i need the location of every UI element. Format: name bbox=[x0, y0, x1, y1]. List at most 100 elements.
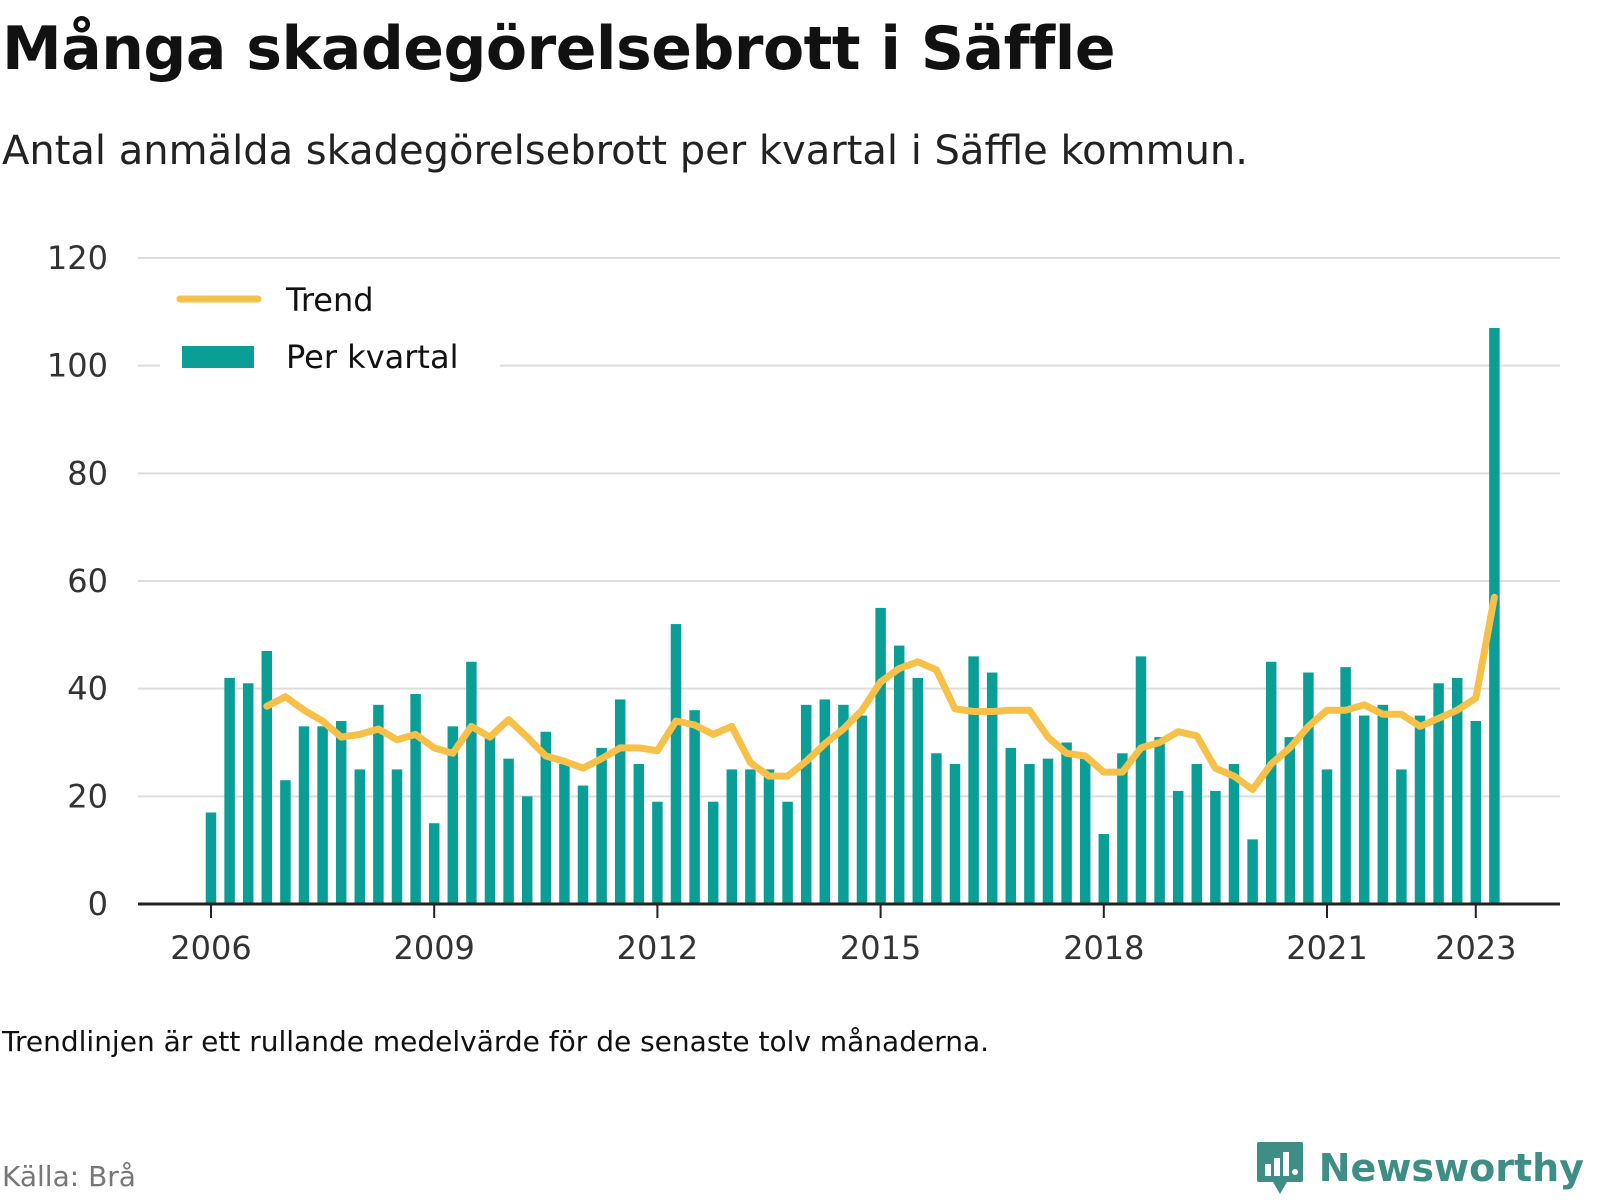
bar bbox=[1172, 790, 1184, 904]
bar bbox=[707, 801, 719, 904]
bar bbox=[949, 764, 961, 904]
bar bbox=[1433, 683, 1444, 904]
bar bbox=[317, 726, 328, 904]
x-tick-label: 2023 bbox=[1435, 929, 1516, 967]
bar bbox=[856, 715, 868, 904]
bar bbox=[1135, 656, 1147, 904]
bar bbox=[1061, 742, 1072, 904]
y-tick-label: 20 bbox=[67, 777, 108, 815]
bar bbox=[1191, 764, 1203, 904]
bar bbox=[875, 607, 886, 904]
y-tick-label: 100 bbox=[47, 347, 108, 385]
chart-subtitle: Antal anmälda skadegörelsebrott per kvar… bbox=[2, 128, 1248, 174]
bar bbox=[484, 737, 496, 904]
chart-area: 0 20 40 60 80 100 120 2006 2009 2012 2015 2018 2021… bbox=[47, 239, 1560, 967]
bar bbox=[633, 764, 645, 904]
bar bbox=[745, 769, 756, 904]
bar bbox=[447, 726, 459, 904]
bar bbox=[1228, 764, 1240, 904]
bar bbox=[1024, 764, 1035, 904]
bar bbox=[1303, 672, 1314, 904]
bar bbox=[912, 677, 924, 904]
bar bbox=[689, 710, 700, 904]
bar bbox=[1265, 661, 1277, 904]
bar-series bbox=[205, 327, 1500, 904]
bar bbox=[1340, 667, 1351, 904]
x-tick-label: 2018 bbox=[1063, 929, 1144, 967]
bar bbox=[1005, 747, 1017, 904]
bar bbox=[1284, 737, 1296, 904]
bar bbox=[298, 726, 310, 904]
bar bbox=[410, 694, 421, 904]
bar bbox=[373, 704, 384, 904]
bar bbox=[503, 758, 514, 904]
bar bbox=[1154, 737, 1165, 904]
bar bbox=[1451, 677, 1463, 904]
bar bbox=[614, 699, 626, 904]
legend: Trend Per kvartal bbox=[160, 266, 500, 388]
grid-lines: 0 20 40 60 80 100 120 bbox=[47, 239, 1560, 923]
legend-bar-label: Per kvartal bbox=[286, 338, 458, 376]
bar bbox=[466, 661, 477, 904]
bar bbox=[354, 769, 366, 904]
chart-title: Många skadegörelsebrott i Säffle bbox=[2, 14, 1116, 84]
bar bbox=[1042, 758, 1054, 904]
bar bbox=[1321, 769, 1333, 904]
bar bbox=[1247, 839, 1258, 904]
y-tick-label: 80 bbox=[67, 454, 108, 492]
bar bbox=[726, 769, 738, 904]
y-tick-label: 60 bbox=[67, 562, 108, 600]
y-tick-label: 0 bbox=[88, 885, 108, 923]
bar bbox=[205, 812, 217, 904]
x-tick-label: 2009 bbox=[393, 929, 474, 967]
bar bbox=[652, 801, 663, 904]
trend-series bbox=[263, 593, 1498, 794]
trend-line bbox=[263, 593, 1498, 794]
bar bbox=[800, 704, 812, 904]
y-tick-label: 120 bbox=[47, 239, 108, 277]
bar bbox=[1377, 704, 1389, 904]
bar bbox=[261, 650, 273, 904]
bar bbox=[1396, 769, 1407, 904]
bar bbox=[782, 801, 793, 904]
source-label: Källa: Brå bbox=[2, 1160, 136, 1193]
bar bbox=[893, 645, 905, 904]
bar bbox=[391, 769, 403, 904]
bar bbox=[559, 764, 570, 904]
bar bbox=[1470, 720, 1482, 904]
bar bbox=[224, 677, 235, 904]
x-tick-label: 2012 bbox=[617, 929, 698, 967]
legend-trend-label: Trend bbox=[285, 281, 374, 319]
bar bbox=[838, 704, 849, 904]
y-tick-label: 40 bbox=[67, 670, 108, 708]
x-axis: 2006 2009 2012 2015 2018 2021 2023 bbox=[138, 902, 1560, 967]
bar bbox=[1079, 758, 1091, 904]
legend-bar-swatch bbox=[182, 346, 254, 368]
bar bbox=[280, 780, 291, 904]
bar bbox=[596, 747, 607, 904]
bar bbox=[1210, 790, 1221, 904]
bar bbox=[242, 683, 254, 904]
x-tick-label: 2015 bbox=[840, 929, 921, 967]
bar bbox=[670, 624, 682, 904]
bar bbox=[968, 656, 979, 904]
bar bbox=[819, 699, 831, 904]
x-tick-label: 2021 bbox=[1286, 929, 1367, 967]
bar bbox=[1117, 753, 1128, 904]
bar bbox=[521, 796, 533, 904]
bar bbox=[1358, 715, 1370, 904]
bar bbox=[763, 769, 775, 904]
brand-logo: Newsworthy bbox=[1255, 1140, 1584, 1196]
bar bbox=[1414, 715, 1426, 904]
bar bbox=[986, 672, 998, 904]
bar bbox=[335, 720, 347, 904]
trend-note: Trendlinjen är ett rullande medelvärde f… bbox=[2, 1025, 990, 1058]
bar bbox=[931, 753, 942, 904]
bar bbox=[428, 823, 440, 904]
bar bbox=[540, 731, 552, 904]
bar bbox=[577, 785, 589, 904]
x-tick-label: 2006 bbox=[170, 929, 251, 967]
brand-name: Newsworthy bbox=[1318, 1146, 1584, 1190]
bar bbox=[1098, 834, 1110, 904]
newsworthy-logo-icon bbox=[1256, 1142, 1303, 1194]
